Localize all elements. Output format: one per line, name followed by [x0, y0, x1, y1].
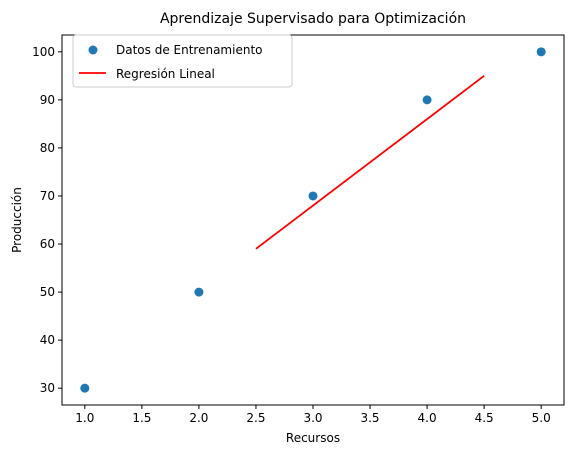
y-tick-label: 50 — [40, 285, 55, 299]
y-tick-label: 90 — [40, 93, 55, 107]
y-tick-label: 30 — [40, 381, 55, 395]
y-axis: 30 40 50 60 70 80 90 100 — [32, 45, 62, 395]
regression-line — [255, 75, 485, 250]
x-tick-label: 5.0 — [532, 411, 551, 425]
legend: Datos de Entrenamiento Regresión Lineal — [72, 34, 293, 88]
y-tick-label: 100 — [32, 45, 55, 59]
x-tick-label: 1.5 — [132, 411, 151, 425]
x-tick-label: 4.0 — [418, 411, 437, 425]
x-tick-label: 4.5 — [475, 411, 494, 425]
x-tick-label: 3.0 — [303, 411, 322, 425]
legend-marker-scatter — [88, 45, 98, 55]
scatter-point — [308, 191, 318, 201]
scatter-point — [422, 95, 432, 105]
y-tick-label: 80 — [40, 141, 55, 155]
chart-title: Aprendizaje Supervisado para Optimizació… — [160, 11, 466, 27]
y-axis-label: Producción — [10, 187, 24, 253]
legend-label-training: Datos de Entrenamiento — [116, 43, 262, 57]
y-tick-label: 40 — [40, 333, 55, 347]
x-tick-label: 1.0 — [75, 411, 94, 425]
x-axis-label: Recursos — [286, 431, 340, 445]
scatter-point — [194, 287, 204, 297]
scatter-point — [536, 47, 546, 57]
scatter-point — [80, 383, 90, 393]
x-tick-label: 2.0 — [189, 411, 208, 425]
y-tick-label: 70 — [40, 189, 55, 203]
x-tick-label: 3.5 — [360, 411, 379, 425]
legend-box — [72, 34, 293, 88]
x-axis: 1.0 1.5 2.0 2.5 3.0 3.5 4.0 4.5 5.0 — [75, 405, 551, 425]
series-layer — [80, 47, 546, 393]
legend-label-regression: Regresión Lineal — [116, 67, 215, 81]
x-tick-label: 2.5 — [246, 411, 265, 425]
y-tick-label: 60 — [40, 237, 55, 251]
